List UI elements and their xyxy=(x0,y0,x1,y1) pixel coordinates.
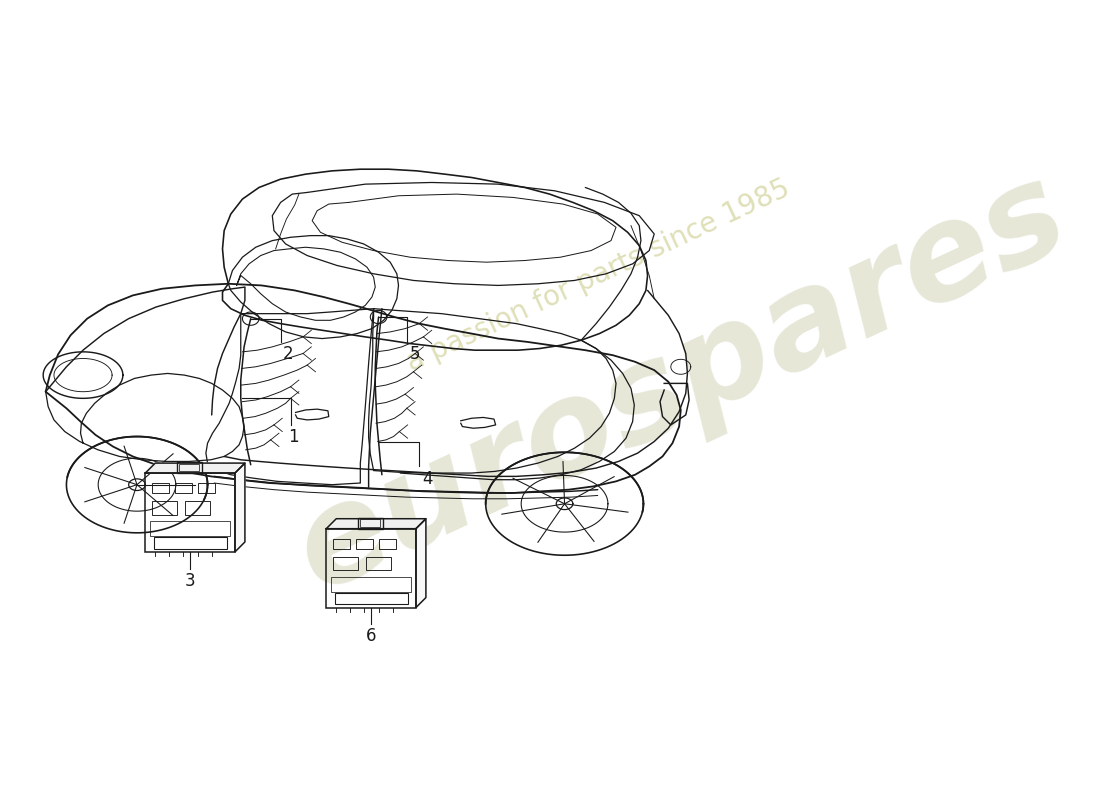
Bar xyxy=(177,462,201,473)
Bar xyxy=(151,522,230,536)
Bar xyxy=(175,483,191,493)
Polygon shape xyxy=(327,518,426,529)
Bar xyxy=(152,483,168,493)
Bar xyxy=(334,593,408,604)
Bar xyxy=(152,502,177,514)
Text: 5: 5 xyxy=(409,346,420,363)
Text: 4: 4 xyxy=(421,470,432,488)
Bar xyxy=(358,518,383,529)
Polygon shape xyxy=(235,463,245,552)
Bar xyxy=(333,557,358,570)
Bar xyxy=(360,519,381,527)
Bar xyxy=(179,464,199,471)
Polygon shape xyxy=(416,518,426,607)
Bar xyxy=(185,502,210,514)
Bar xyxy=(154,537,227,549)
Bar xyxy=(356,538,373,549)
Text: a passion for parts since 1985: a passion for parts since 1985 xyxy=(402,174,794,377)
Text: eurospares: eurospares xyxy=(276,150,1086,618)
Bar xyxy=(366,557,390,570)
Text: 6: 6 xyxy=(366,627,376,646)
Bar xyxy=(145,473,235,552)
Bar xyxy=(333,538,350,549)
Polygon shape xyxy=(145,463,245,473)
Bar xyxy=(331,577,411,592)
Bar xyxy=(198,483,214,493)
Bar xyxy=(379,538,396,549)
Text: 1: 1 xyxy=(288,428,299,446)
Text: 3: 3 xyxy=(185,572,196,590)
Bar xyxy=(327,529,416,607)
Text: 2: 2 xyxy=(283,346,294,363)
